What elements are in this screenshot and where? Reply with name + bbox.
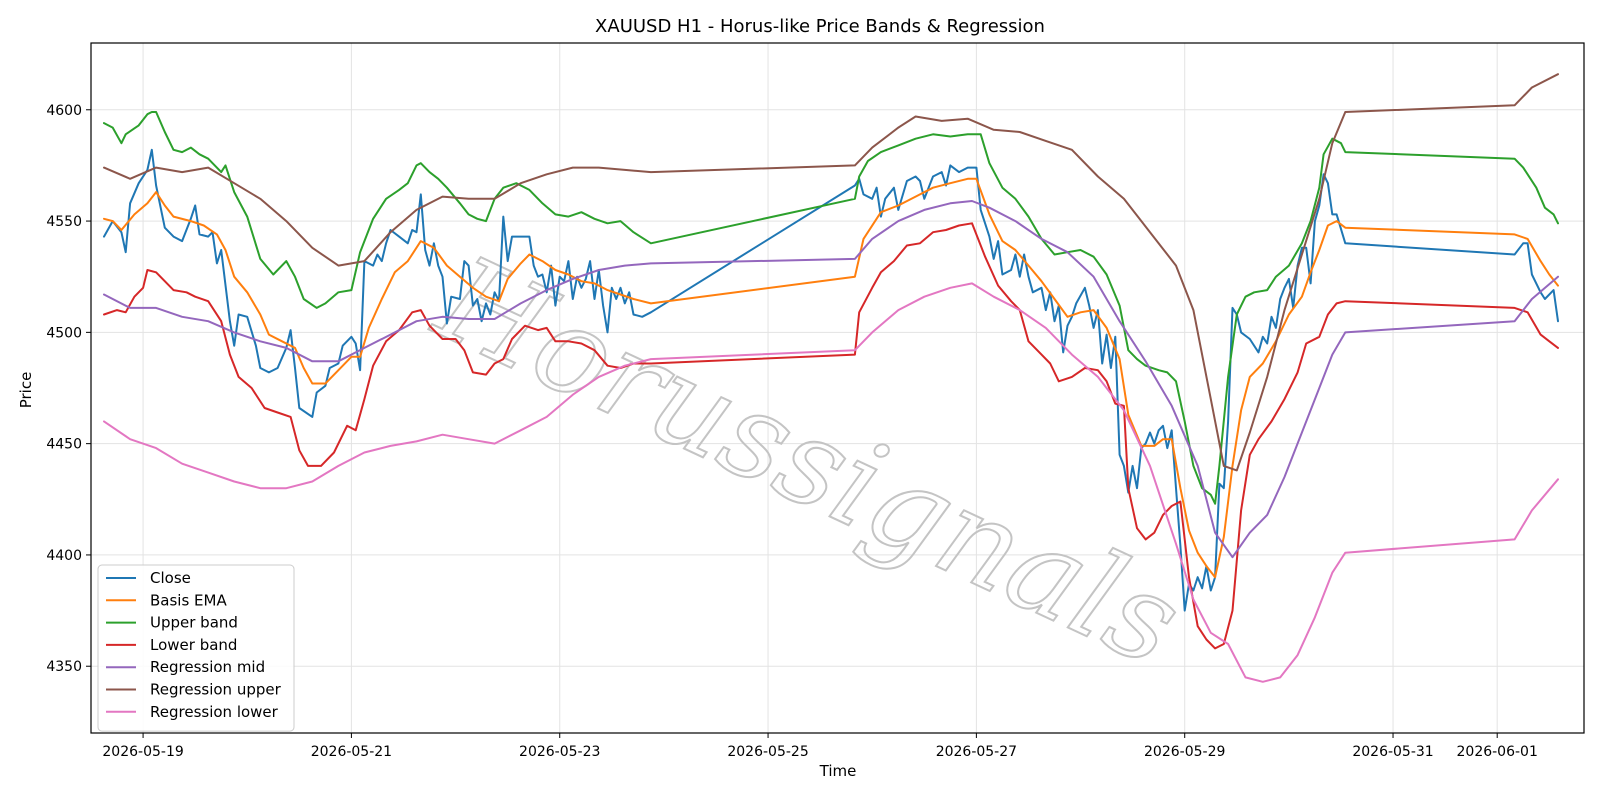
x-tick-label: 2026-05-23 xyxy=(519,744,600,760)
y-tick-label: 4600 xyxy=(46,103,82,119)
grid xyxy=(91,43,1584,733)
series-lines xyxy=(103,73,1559,683)
x-tick-label: 2026-05-27 xyxy=(936,744,1017,760)
x-tick-label: 2026-05-21 xyxy=(311,744,392,760)
y-axis-label: Price xyxy=(17,372,35,409)
x-tick-label: 2026-05-25 xyxy=(727,744,808,760)
legend-label-lower-band: Lower band xyxy=(150,636,237,654)
y-axis-ticks: 4350 4400 4450 4500 4550 4600 xyxy=(46,103,91,675)
chart-title: XAUUSD H1 - Horus-like Price Bands & Reg… xyxy=(595,16,1045,37)
y-tick-label: 4500 xyxy=(46,325,82,341)
watermark-text: Horussignals xyxy=(416,229,1200,693)
legend-box xyxy=(97,564,295,732)
watermark: Horussignals xyxy=(415,228,1201,694)
legend: Close Basis EMA Upper band Lower band Regres… xyxy=(97,564,295,732)
plot-area-frame xyxy=(90,42,1585,734)
y-tick-label: 4400 xyxy=(46,548,82,564)
x-axis-ticks: 2026-05-19 2026-05-21 2026-05-23 2026-05-25… xyxy=(102,733,1538,760)
y-tick-label: 4350 xyxy=(46,659,82,675)
series-line-upper-band xyxy=(103,111,1559,505)
x-tick-label: 2026-05-31 xyxy=(1352,744,1433,760)
legend-label-close: Close xyxy=(150,569,191,587)
y-tick-label: 4550 xyxy=(46,214,82,230)
series-line-regression-lower xyxy=(103,282,1559,683)
x-tick-label: 2026-05-19 xyxy=(102,744,183,760)
legend-label-regression-upper: Regression upper xyxy=(150,681,282,699)
legend-label-basis-ema: Basis EMA xyxy=(150,591,227,609)
series-line-regression-mid xyxy=(103,200,1559,559)
series-line-close xyxy=(103,148,1559,612)
y-tick-label: 4450 xyxy=(46,437,82,453)
legend-label-regression-mid: Regression mid xyxy=(150,658,265,676)
x-tick-label: 2026-06-01 xyxy=(1457,744,1538,760)
legend-label-regression-lower: Regression lower xyxy=(150,703,279,721)
x-tick-label: 2026-05-29 xyxy=(1144,744,1225,760)
series-line-lower-band xyxy=(103,222,1559,650)
x-axis-label: Time xyxy=(819,762,857,780)
series-line-regression-upper xyxy=(103,73,1559,472)
legend-label-upper-band: Upper band xyxy=(150,614,238,632)
series-line-basis-ema xyxy=(103,177,1559,579)
